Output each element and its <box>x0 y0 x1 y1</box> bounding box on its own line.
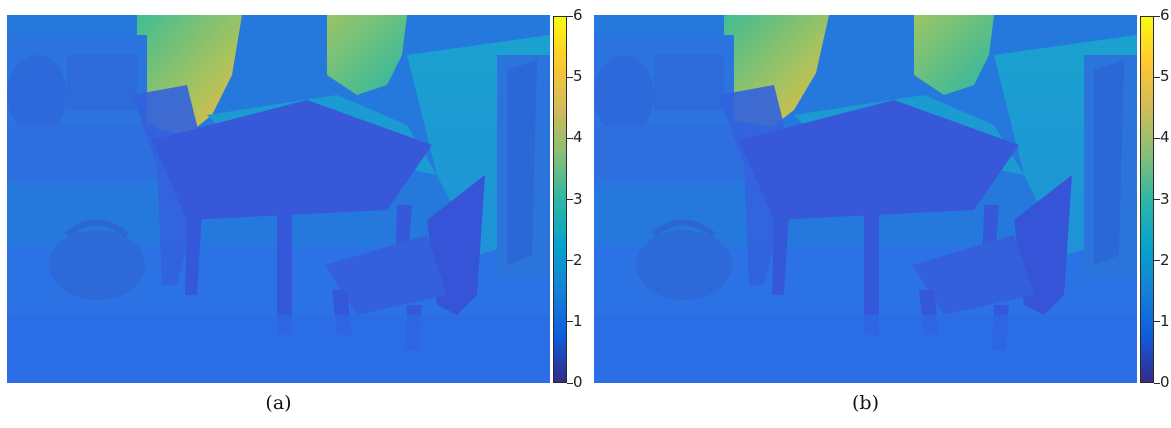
colorbar-tick <box>1154 382 1160 384</box>
colorbar-tick <box>567 76 573 78</box>
colorbar-tick-label: 2 <box>573 250 583 269</box>
colorbar-tick <box>567 137 573 139</box>
colorbar-tick-label: 5 <box>1160 67 1170 86</box>
colorbar-tick <box>567 199 573 200</box>
depth-map-image <box>594 15 1137 383</box>
colorbar-tick-label: 6 <box>1160 6 1170 24</box>
colorbar-tick-label: 0 <box>1160 373 1170 391</box>
colorbar-tick-label: 5 <box>573 67 583 86</box>
colorbar-tick-label: 0 <box>573 373 583 391</box>
colorbar-tick-label: 1 <box>1160 311 1170 330</box>
panel-b: 0 1 2 3 4 5 6 (b) <box>587 0 1171 428</box>
colorbar-tick-label: 4 <box>1160 128 1170 147</box>
depth-map-image <box>7 15 550 383</box>
colorbar-tick-label: 2 <box>1160 250 1170 269</box>
panel-caption: (a) <box>265 392 292 414</box>
colorbar-tick-label: 4 <box>573 128 583 147</box>
colorbar-tick <box>1154 137 1160 139</box>
colorbar-tick-label: 3 <box>573 189 583 208</box>
colorbar-tick <box>567 321 573 323</box>
colorbar-tick-label: 1 <box>573 311 583 330</box>
colorbar-tick <box>567 382 573 384</box>
panel-caption: (b) <box>852 392 879 414</box>
colorbar-tick <box>1154 321 1160 323</box>
colorbar <box>553 16 567 383</box>
colorbar-tick <box>1154 76 1160 78</box>
colorbar-tick <box>567 260 573 262</box>
colorbar-tick-label: 6 <box>573 6 583 24</box>
colorbar-tick <box>1154 15 1160 17</box>
colorbar <box>1140 16 1154 383</box>
colorbar-tick <box>1154 260 1160 262</box>
panel-a: 0 1 2 3 4 5 6 (a) <box>0 0 585 428</box>
colorbar-tick <box>567 15 573 17</box>
colorbar-tick-label: 3 <box>1160 189 1170 208</box>
colorbar-tick <box>1154 199 1160 200</box>
